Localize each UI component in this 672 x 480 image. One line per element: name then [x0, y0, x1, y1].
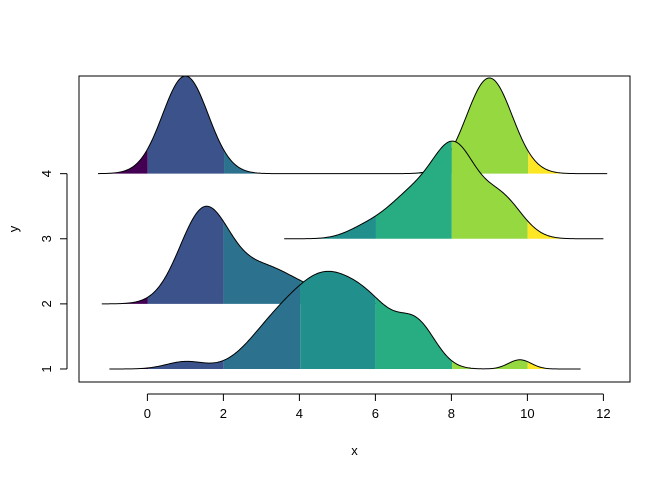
ridge-3-segment — [300, 215, 376, 239]
y-tick-label: 1 — [39, 365, 54, 372]
x-tick-label: 2 — [220, 406, 227, 421]
ridge-4-segment — [451, 77, 529, 174]
ridge-1-segment — [452, 359, 528, 369]
x-tick-label: 4 — [296, 406, 303, 421]
y-tick-label: 3 — [39, 235, 54, 242]
ridge-4 — [97, 75, 608, 175]
y-tick-label: 4 — [39, 170, 54, 177]
ridges — [97, 75, 608, 370]
ridge-3 — [284, 140, 604, 240]
y-axis-label: y — [6, 225, 21, 232]
ridge-3-segment — [451, 141, 528, 239]
x-tick-label: 8 — [448, 406, 455, 421]
ridge-1-outline — [109, 270, 581, 370]
x-tick-label: 6 — [372, 406, 379, 421]
ridge-1-segment — [375, 297, 453, 369]
ridge-4-segment — [224, 150, 301, 174]
x-tick-label: 0 — [144, 406, 151, 421]
x-tick-label: 12 — [596, 406, 610, 421]
ridge-1-segment — [148, 360, 224, 369]
ridge-4-outline — [97, 75, 608, 175]
y-tick-label: 2 — [39, 300, 54, 307]
ridge-3-segment — [375, 141, 452, 239]
x-tick-label: 10 — [520, 406, 534, 421]
ridge-3-segment — [527, 220, 604, 239]
x-axis-label: x — [351, 443, 358, 458]
ridge-4-segment — [98, 148, 148, 174]
ridge-1-segment — [527, 361, 581, 369]
ridge-4-segment — [528, 151, 608, 174]
ridge-1-segment — [300, 271, 376, 369]
ridge-1-segment — [223, 284, 301, 369]
ridge-1 — [109, 270, 581, 370]
plot-frame — [78, 75, 631, 383]
ridge-2-segment — [147, 206, 224, 304]
ridge-3-outline — [284, 140, 604, 240]
ridge-4-segment — [147, 76, 225, 174]
y-axis: 1 2 3 4 — [39, 170, 68, 373]
x-axis: 0 2 4 6 8 10 12 — [144, 393, 611, 421]
